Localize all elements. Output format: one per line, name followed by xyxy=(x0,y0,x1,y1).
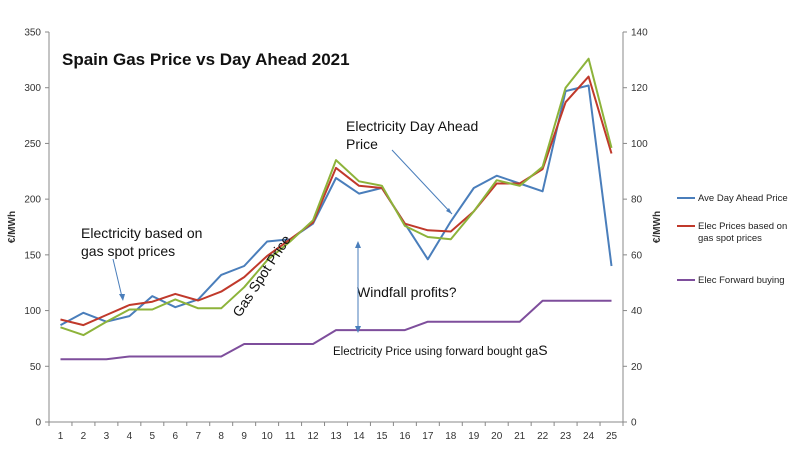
x-tick-label: 22 xyxy=(537,431,549,442)
y-axis-title-right: €/MWh xyxy=(652,211,663,243)
right-tick-label: 40 xyxy=(631,306,643,317)
left-tick-label: 150 xyxy=(24,250,41,261)
right-tick-label: 140 xyxy=(631,28,648,39)
x-tick-label: 15 xyxy=(376,431,388,442)
annotation-forward-suffix: S xyxy=(538,342,547,358)
series-line-ave-day-ahead-price xyxy=(61,86,612,326)
x-tick-label: 14 xyxy=(353,431,365,442)
right-tick-label: 100 xyxy=(631,139,648,150)
arrowhead-icon xyxy=(355,241,361,248)
x-tick-label: 2 xyxy=(81,431,87,442)
x-tick-label: 19 xyxy=(468,431,480,442)
legend-label: gas spot prices xyxy=(698,233,762,244)
x-tick-label: 20 xyxy=(491,431,503,442)
annotation-day-ahead-line1: Electricity Day Ahead xyxy=(346,118,478,134)
right-tick-label: 20 xyxy=(631,362,643,373)
left-tick-label: 200 xyxy=(24,195,41,206)
annotation-gas-spot: Gas Spot Price xyxy=(229,232,294,320)
left-tick-label: 100 xyxy=(24,306,41,317)
annotation-gas-based-arrow xyxy=(113,259,122,297)
annotation-gas-based-line2: gas spot prices xyxy=(81,243,175,259)
x-tick-label: 23 xyxy=(560,431,572,442)
x-tick-label: 9 xyxy=(241,431,247,442)
x-tick-label: 4 xyxy=(127,431,133,442)
y-axis-title-left: €/MWh xyxy=(7,211,18,243)
x-tick-label: 21 xyxy=(514,431,526,442)
right-tick-label: 0 xyxy=(631,418,637,429)
legend-label: Ave Day Ahead Price xyxy=(698,193,788,204)
legend-label: Elec Prices based on xyxy=(698,221,787,232)
left-tick-label: 50 xyxy=(30,362,42,373)
annotation-gas-based-line1: Electricity based on xyxy=(81,225,202,241)
annotation-forward: Electricity Price using forward bought g… xyxy=(333,342,548,358)
x-tick-label: 25 xyxy=(606,431,618,442)
legend-label: Elec Forward buying xyxy=(698,275,785,286)
x-tick-label: 18 xyxy=(445,431,457,442)
left-tick-label: 0 xyxy=(35,418,41,429)
x-tick-label: 12 xyxy=(307,431,319,442)
annotation-day-ahead-line2: Price xyxy=(346,136,378,152)
right-tick-label: 60 xyxy=(631,250,643,261)
left-tick-label: 350 xyxy=(24,28,41,39)
series-line-gas-spot-price xyxy=(61,59,612,335)
right-tick-label: 80 xyxy=(631,195,643,206)
x-tick-label: 13 xyxy=(330,431,342,442)
x-tick-label: 3 xyxy=(104,431,110,442)
x-tick-label: 16 xyxy=(399,431,411,442)
left-tick-label: 250 xyxy=(24,139,41,150)
x-tick-label: 10 xyxy=(262,431,274,442)
right-tick-label: 120 xyxy=(631,83,648,94)
x-tick-label: 5 xyxy=(150,431,156,442)
x-tick-label: 1 xyxy=(58,431,64,442)
series-line-elec-prices-based-on-gas-spot-prices xyxy=(61,77,612,326)
chart-title: Spain Gas Price vs Day Ahead 2021 xyxy=(62,50,350,69)
x-tick-label: 8 xyxy=(218,431,224,442)
annotation-day-ahead-arrow xyxy=(392,150,452,214)
arrowhead-icon xyxy=(119,294,125,301)
left-tick-label: 300 xyxy=(24,83,41,94)
x-tick-label: 24 xyxy=(583,431,595,442)
x-tick-label: 11 xyxy=(285,431,296,442)
x-tick-label: 6 xyxy=(172,431,178,442)
x-tick-label: 7 xyxy=(195,431,201,442)
annotation-windfall: Windfall profits? xyxy=(357,284,457,300)
x-tick-label: 17 xyxy=(422,431,434,442)
